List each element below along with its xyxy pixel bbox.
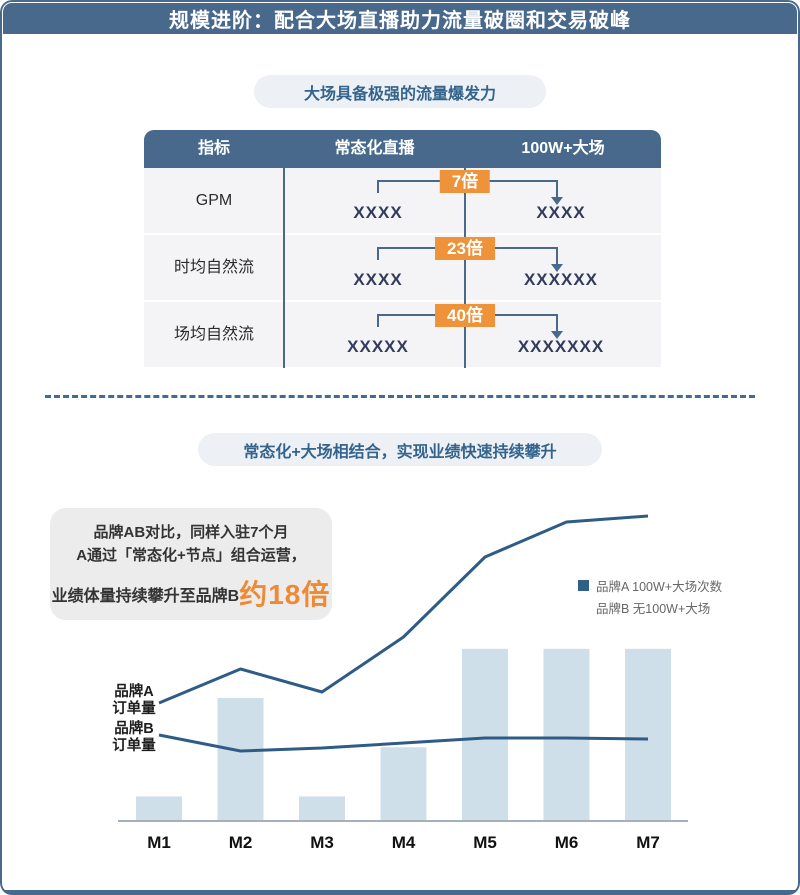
bracket-arrow-line xyxy=(556,314,558,331)
down-arrow-icon xyxy=(551,331,563,339)
x-axis-tick-label: M3 xyxy=(310,833,334,852)
table-row: 时均自然流 23倍 XXXX XXXXXX xyxy=(144,235,661,300)
x-axis-tick-label: M4 xyxy=(391,833,416,852)
bracket-left-tick xyxy=(377,247,379,260)
row-label: GPM xyxy=(195,192,233,209)
x-axis-tick-label: M6 xyxy=(554,833,579,852)
section1-title-pill: 大场具备极强的流量爆发力 xyxy=(254,75,546,108)
callout-line3-text: 业绩体量持续攀升至品牌B xyxy=(51,588,240,605)
bracket-arrow-line xyxy=(556,247,558,264)
dashed-divider xyxy=(45,395,755,398)
comparison-table: 指标 常态化直播 100W+大场 GPM 7倍 XXXX XXXX 时均自然流 xyxy=(144,130,661,368)
multiplier-badge: 40倍 xyxy=(435,304,495,327)
down-arrow-icon xyxy=(551,264,563,272)
x-axis-tick-label: M1 xyxy=(147,833,171,852)
legend-item-brand-a: 品牌A 100W+大场次数 xyxy=(578,574,722,596)
series-label-brand-a-orders: 品牌A 订单量 xyxy=(112,684,156,717)
left-value: XXXX xyxy=(353,270,403,289)
table-header-100w-event: 100W+大场 xyxy=(521,140,605,157)
left-value: XXXX xyxy=(353,203,403,222)
callout-line1: 品牌AB对比，同样入驻7个月 xyxy=(93,524,289,541)
left-value: XXXXX xyxy=(347,337,409,356)
right-value: XXXXXXX xyxy=(517,337,605,356)
table-row: 场均自然流 40倍 XXXXX XXXXXXX xyxy=(144,302,661,367)
bracket-left-tick xyxy=(377,180,379,193)
row-label: 时均自然流 xyxy=(173,259,254,276)
page-title: 规模进阶：配合大场直播助力流量破圈和交易破峰 xyxy=(169,10,631,32)
right-value: XXXX xyxy=(536,203,586,222)
callout-line2: A通过「常态化+节点」组合运营， xyxy=(76,547,306,564)
legend-label: 品牌A 100W+大场次数 xyxy=(596,579,723,594)
table-header-metric: 指标 xyxy=(197,140,230,157)
callout-line3: 业绩体量持续攀升至品牌B约18倍 xyxy=(50,573,332,613)
table-header-normal-live: 常态化直播 xyxy=(334,140,415,157)
row-label: 场均自然流 xyxy=(173,326,254,343)
legend-square-icon xyxy=(578,579,589,591)
section2-title-pill: 常态化+大场相结合，实现业绩快速持续攀升 xyxy=(198,433,602,466)
table-body: GPM 7倍 XXXX XXXX 时均自然流 23倍 XXXX XXXXXX xyxy=(144,168,661,368)
down-arrow-icon xyxy=(551,197,563,205)
right-value: XXXXXX xyxy=(523,270,599,289)
legend-item-brand-b: 品牌B 无100W+大场 xyxy=(578,596,722,618)
bracket-left-tick xyxy=(377,314,379,327)
column-divider xyxy=(464,168,466,368)
callout-highlight: 约18倍 xyxy=(239,579,331,610)
bottom-edge-bar xyxy=(0,890,800,895)
series-label-brand-b-orders: 品牌B 订单量 xyxy=(112,721,156,754)
column-divider xyxy=(283,168,285,368)
multiplier-badge: 23倍 xyxy=(435,237,495,260)
x-axis-tick-label: M5 xyxy=(473,833,497,852)
x-axis-tick-label: M7 xyxy=(636,833,660,852)
callout-box: 品牌AB对比，同样入驻7个月 A通过「常态化+节点」组合运营， 业绩体量持续攀升… xyxy=(50,508,332,620)
bracket-arrow-line xyxy=(556,180,558,197)
page-header: 规模进阶：配合大场直播助力流量破圈和交易破峰 xyxy=(3,3,797,34)
table-row: GPM 7倍 XXXX XXXX xyxy=(144,168,661,233)
x-axis-tick-label: M2 xyxy=(228,833,253,852)
chart-legend: 品牌A 100W+大场次数 品牌B 无100W+大场 xyxy=(578,574,722,618)
table-header-row: 指标 常态化直播 100W+大场 xyxy=(144,130,661,168)
legend-label: 品牌B 无100W+大场 xyxy=(596,601,711,616)
multiplier-badge: 7倍 xyxy=(439,170,491,193)
